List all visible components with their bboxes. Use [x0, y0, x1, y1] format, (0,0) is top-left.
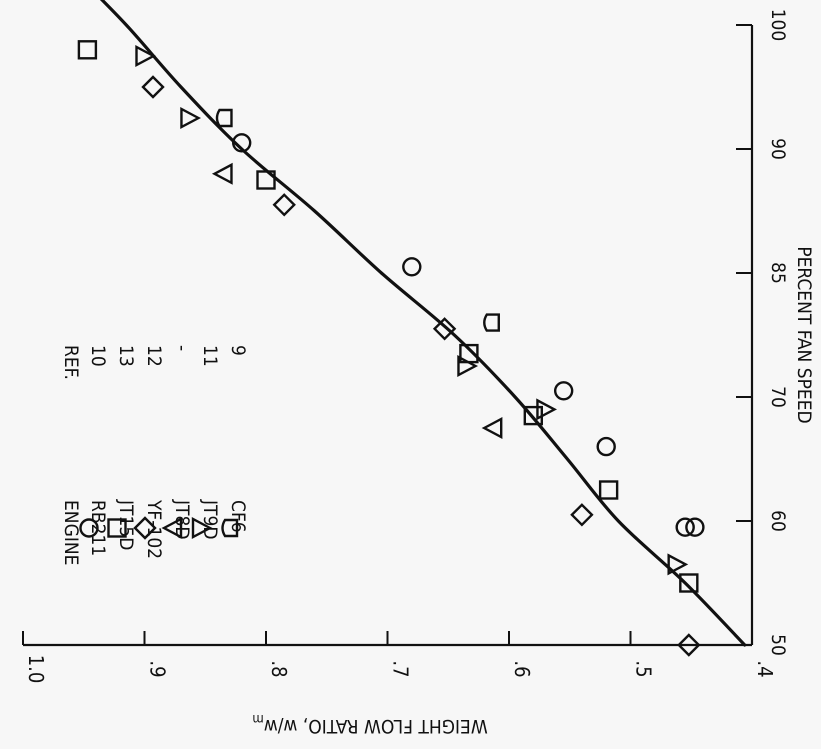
flow-ratio-tick-label: 1.0 [24, 655, 48, 684]
data-point-jt15d [77, 40, 98, 60]
data-point-yf-102 [677, 633, 701, 657]
legend-marker [79, 518, 99, 538]
data-point-jt15d [256, 170, 276, 190]
data-point-yf-102 [570, 503, 594, 527]
legend-ref-number: 12 [143, 345, 165, 367]
data-point-rb211 [553, 381, 574, 401]
fan-speed-tick-label: 70 [767, 386, 789, 408]
legend-marker [191, 517, 213, 539]
data-point-jt15d [598, 480, 619, 500]
fan-speed-tick-label: 100 [767, 9, 789, 42]
flow-ratio-tick-label: .8 [267, 660, 291, 677]
flow-ratio-axis-subscript: m [252, 711, 263, 726]
flow-ratio-tick-label: .4 [753, 660, 777, 677]
legend-marker [107, 518, 127, 538]
legend-ref-number: 13 [115, 345, 137, 367]
flow-ratio-tick-label: .5 [632, 660, 656, 677]
data-point-yf-102 [272, 193, 296, 217]
data-point-jt8d [481, 417, 503, 439]
data-point-jt9d [457, 355, 479, 377]
data-point-yf-102 [141, 75, 165, 99]
data-point-rb211 [675, 517, 695, 537]
legend-ref-number: - [171, 345, 193, 351]
data-point-yf-102 [432, 317, 457, 341]
flow-ratio-axis-title: WEIGHT FLOW RATIO, w/wm [252, 711, 487, 737]
legend-marker [161, 517, 183, 539]
legend-marker [133, 516, 157, 540]
flow-ratio-tick-label: .7 [389, 660, 413, 677]
legend-engine-name: JT15D [115, 499, 137, 550]
data-point-cf6 [483, 313, 500, 332]
legend-header-engine: ENGINE [60, 500, 82, 565]
fan-speed-tick-label: 50 [767, 634, 789, 656]
flow-ratio-tick-label: .9 [146, 660, 170, 677]
legend-ref-number: 9 [227, 345, 249, 356]
legend-ref-number: 11 [199, 345, 221, 367]
fan-speed-tick-label: 85 [767, 262, 789, 284]
data-point-jt9d [180, 107, 202, 129]
fan-speed-axis-title: PERCENT FAN SPEED [793, 246, 815, 423]
data-point-jt15d [679, 573, 699, 593]
fan-speed-tick-label: 60 [767, 510, 789, 532]
fit-curve [99, 0, 747, 647]
data-point-jt8d [211, 162, 233, 185]
data-point-jt9d [536, 398, 558, 421]
legend-marker [221, 518, 239, 538]
legend-engine-name: CF6 [227, 500, 249, 533]
data-point-jt9d [667, 553, 689, 576]
legend-header-ref: REF. [60, 345, 82, 380]
legend-engine-name: JT9D [199, 499, 221, 540]
data-point-rb211 [596, 436, 616, 457]
legend-engine-name: JT8D [171, 499, 193, 540]
legend-ref-number: 10 [87, 345, 109, 367]
fan-speed-tick-label: 90 [767, 138, 789, 160]
data-point-rb211 [685, 517, 705, 537]
data-point-rb211 [231, 133, 252, 153]
legend-engine-name: YF-102 [143, 499, 165, 559]
plot-area: .4 .5 .6 .7 .8 .9 1.0 50 60 70 85 90 100 PERCENT FAN … [22, 0, 815, 737]
data-point-jt9d [135, 45, 157, 67]
legend-engine-name: RB211 [87, 500, 109, 556]
data-point-cf6 [215, 108, 233, 128]
flow-ratio-tick-label: .6 [510, 660, 534, 677]
data-point-rb211 [402, 257, 422, 277]
